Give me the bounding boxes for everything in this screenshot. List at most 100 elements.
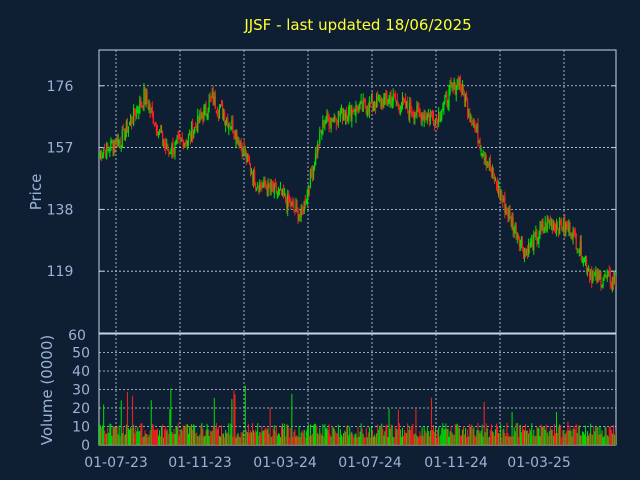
volume-bar: [172, 433, 174, 445]
candle-body: [225, 120, 227, 126]
volume-bar: [181, 430, 183, 445]
volume-bar: [262, 431, 264, 445]
volume-bar: [387, 436, 389, 445]
volume-bar: [582, 432, 584, 445]
volume-bar: [381, 423, 383, 445]
candle-body: [267, 181, 269, 197]
candle-body: [265, 186, 267, 189]
candle-body: [171, 143, 173, 152]
candle-body: [182, 140, 184, 150]
volume-bar: [563, 429, 565, 445]
candle-body: [304, 198, 306, 206]
volume-bar: [603, 436, 605, 445]
volume-bar: [572, 428, 574, 445]
volume-bar: [336, 433, 338, 445]
candle-body: [541, 224, 543, 228]
candle-body: [338, 113, 341, 116]
volume-bar: [319, 428, 321, 445]
volume-bar: [580, 435, 582, 445]
volume-bar: [258, 435, 260, 445]
candle-body: [115, 139, 117, 145]
volume-bar: [118, 425, 120, 445]
candle-body: [411, 112, 413, 115]
candle-body: [117, 139, 119, 146]
candle-body: [470, 117, 472, 119]
volume-bar: [505, 436, 507, 445]
volume-bar: [602, 437, 604, 445]
volume-bar: [529, 428, 531, 445]
volume-bar: [270, 437, 272, 445]
candle-body: [450, 83, 452, 87]
candle-body: [426, 115, 428, 121]
volume-bar: [301, 430, 303, 445]
volume-bar: [315, 423, 317, 445]
volume-bar: [371, 430, 373, 445]
volume-bar: [534, 436, 536, 445]
candle-body: [383, 97, 385, 106]
volume-bar: [199, 434, 201, 445]
volume-bar: [246, 432, 248, 445]
candle-body: [428, 114, 430, 122]
volume-bar: [469, 423, 471, 445]
candle-body: [152, 112, 154, 124]
candle-body: [205, 105, 207, 113]
volume-bar: [426, 426, 428, 445]
candle-body: [353, 110, 355, 113]
candle-body: [222, 114, 225, 120]
candle-body: [342, 114, 345, 120]
candle-body: [396, 99, 398, 101]
x-tick-label: 01-03-24: [253, 455, 317, 471]
volume-bar: [168, 434, 170, 445]
volume-bar: [335, 433, 337, 445]
volume-bar: [404, 430, 406, 445]
candle-body: [289, 200, 291, 202]
candle-body: [351, 109, 353, 122]
candle-body: [116, 136, 118, 147]
volume-bar: [132, 395, 134, 445]
candle-body: [301, 208, 303, 211]
volume-bar: [568, 430, 570, 445]
volume-bar: [508, 436, 510, 445]
volume-bar: [233, 390, 235, 445]
volume-bar: [320, 432, 322, 445]
candle-body: [539, 226, 541, 234]
volume-bar: [551, 429, 553, 445]
candle-body: [389, 98, 391, 102]
candle-body: [587, 268, 590, 270]
volume-bar: [166, 430, 168, 445]
price-tick-label: 60: [68, 328, 86, 344]
volume-bar: [295, 436, 297, 445]
candle-body: [135, 113, 137, 117]
candle-body: [248, 158, 251, 164]
volume-bar: [200, 425, 202, 445]
volume-bar: [267, 428, 269, 445]
x-tick-label: 01-11-24: [424, 455, 488, 471]
candle-body: [362, 99, 364, 112]
volume-bar: [117, 434, 119, 445]
candle-body: [424, 114, 426, 119]
volume-bar: [594, 431, 596, 445]
volume-bar: [605, 427, 607, 445]
x-tick-label: 01-07-23: [84, 455, 148, 471]
volume-bar: [517, 437, 519, 445]
volume-bar: [124, 434, 126, 445]
volume-bar: [479, 433, 481, 445]
volume-bar: [406, 433, 408, 445]
volume-bar: [528, 433, 530, 445]
candle-body: [553, 223, 556, 227]
candle-body: [460, 87, 463, 92]
candle-body: [500, 194, 502, 196]
volume-bar: [121, 433, 123, 445]
candle-body: [255, 184, 257, 189]
volume-bar: [244, 385, 246, 445]
volume-bar: [229, 434, 231, 445]
volume-bar: [347, 425, 349, 445]
candle-body: [513, 227, 515, 234]
x-axis-ticks: 01-07-23 01-11-23 01-03-24 01-07-24 01-11-24…: [84, 455, 571, 471]
candle-body: [590, 272, 592, 275]
volume-bar: [178, 435, 180, 445]
candle-body: [145, 93, 147, 105]
volume-bar: [562, 430, 564, 445]
volume-tick-label: 0: [81, 438, 90, 454]
volume-bar: [105, 433, 107, 445]
